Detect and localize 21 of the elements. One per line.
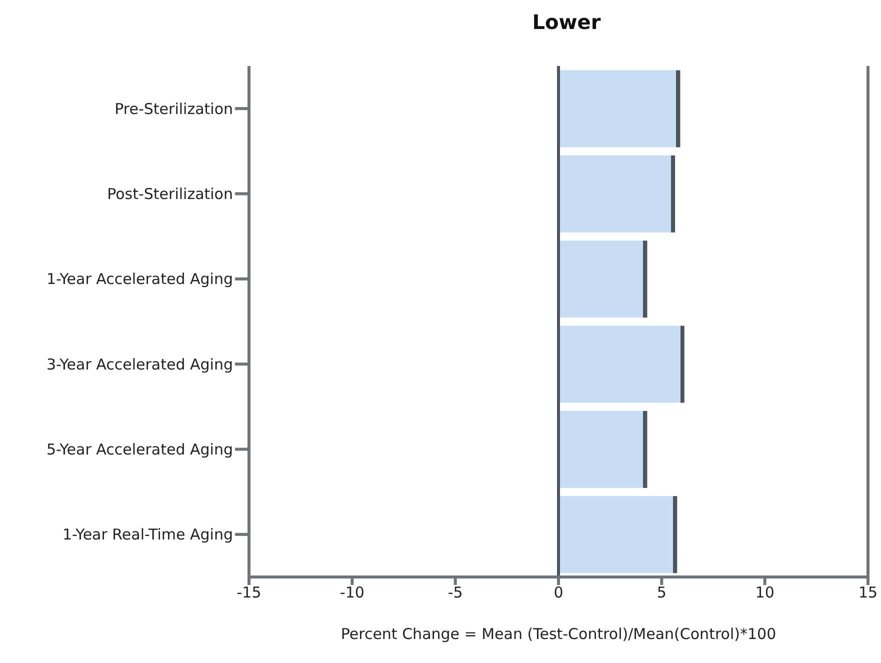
bar — [558, 410, 648, 488]
chart-title: Lower — [531, 10, 602, 34]
y-tick-label: Pre-Sterilization — [114, 100, 233, 118]
x-tick-label: 0 — [554, 584, 564, 602]
bar — [558, 155, 676, 232]
y-tick-label: 1-Year Accelerated Aging — [46, 270, 233, 288]
x-tick-label: 15 — [858, 584, 878, 602]
bar — [558, 240, 648, 318]
x-tick-label: 5 — [656, 584, 666, 602]
bar — [558, 326, 684, 403]
y-tick-label: Post-Sterilization — [107, 185, 233, 204]
x-tick-label: -15 — [236, 584, 262, 602]
y-tick-label: 3-Year Accelerated Aging — [46, 355, 233, 374]
y-tick-label: 1-Year Real-Time Aging — [62, 526, 233, 544]
bar — [558, 496, 678, 574]
x-tick-label: -10 — [340, 584, 364, 602]
y-tick-label: 5-Year Accelerated Aging — [46, 440, 233, 459]
bar — [558, 70, 680, 148]
x-tick-label: 10 — [755, 584, 774, 602]
x-tick-label: -5 — [448, 584, 463, 602]
x-axis-title: Percent Change = Mean (Test-Control)/Mean(Control)*100 — [340, 625, 776, 643]
